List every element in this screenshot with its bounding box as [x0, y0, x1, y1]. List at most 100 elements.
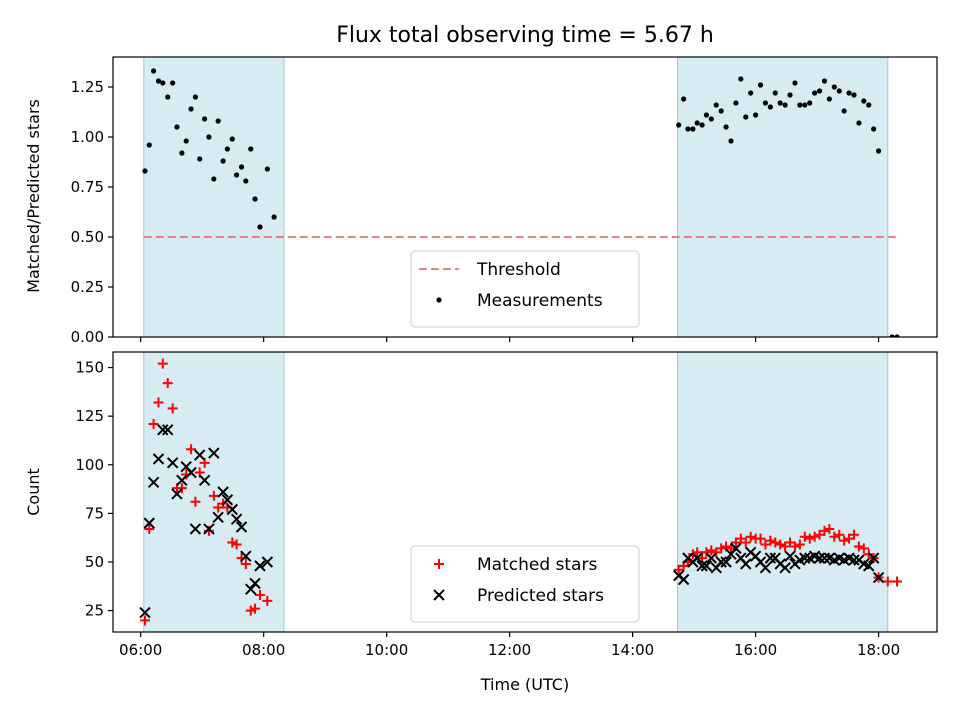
matched-stars-point — [809, 531, 820, 542]
y-tick-label: 0.25 — [71, 278, 104, 296]
matched-stars-point — [153, 397, 164, 408]
matched-stars-point — [804, 533, 815, 544]
measurements-point — [723, 124, 729, 130]
predicted-stars-point — [867, 552, 880, 564]
y-tick-label: 0.50 — [71, 228, 104, 246]
matched-stars-point — [162, 378, 173, 389]
matched-stars-point — [157, 358, 168, 369]
measurements-point — [836, 88, 842, 94]
y-tick-label: 75 — [85, 504, 104, 522]
matched-stars-point — [139, 615, 150, 626]
measurements-point — [202, 116, 208, 122]
measurements-point — [748, 90, 754, 96]
measurements-point — [690, 126, 696, 132]
measurements-point — [713, 102, 719, 108]
predicted-stars-point — [677, 573, 690, 586]
measurements-point — [846, 90, 852, 96]
measurements-point — [797, 102, 803, 108]
measurements-point — [224, 146, 230, 152]
matched-stars-point — [829, 531, 840, 542]
y-tick-label: 1.00 — [71, 128, 104, 146]
x-tick-label: 10:00 — [365, 641, 408, 659]
measurements-point — [165, 94, 171, 100]
matched-stars-point — [765, 535, 776, 546]
x-tick-label: 08:00 — [242, 641, 285, 659]
matched-stars-point — [254, 590, 265, 601]
measurements-point — [767, 104, 773, 110]
measurements-point — [229, 136, 235, 142]
predicted-stars-point — [848, 554, 860, 566]
measurements-point — [787, 92, 793, 98]
matched-stars-point — [208, 490, 219, 501]
matched-stars-point — [250, 603, 261, 614]
predicted-stars-point — [185, 466, 197, 479]
x-tick-label: 06:00 — [119, 641, 162, 659]
legend-label: Threshold — [476, 260, 561, 280]
chart-title: Flux total observing time = 5.67 h — [336, 23, 714, 48]
measurements-point — [762, 100, 769, 106]
predicted-stars-point — [240, 550, 252, 562]
matched-stars-point — [745, 531, 756, 542]
measurements-point — [841, 108, 847, 114]
measurements-point — [816, 88, 823, 94]
measurements-point — [856, 120, 862, 126]
x-tick-label: 16:00 — [734, 641, 777, 659]
matched-stars-point — [834, 529, 845, 540]
predicted-stars-point — [193, 449, 206, 461]
measurements-point — [206, 134, 212, 140]
measurements-point — [802, 102, 808, 108]
matched-stars-point — [789, 541, 800, 552]
matched-stars-point — [892, 576, 903, 587]
y-tick-label: 25 — [85, 602, 104, 620]
y-tick-label: 0.75 — [71, 178, 104, 196]
matched-stars-point — [231, 539, 242, 550]
measurements-point — [875, 148, 882, 154]
predicted-stars-point — [730, 542, 742, 555]
legend-label: Measurements — [477, 291, 603, 311]
measurements-point — [807, 100, 813, 106]
matched-stars-point — [144, 523, 155, 534]
measurements-point — [160, 80, 166, 86]
predicted-stars-point — [872, 571, 885, 584]
measurements-point — [183, 138, 189, 144]
y-tick-label: 150 — [75, 359, 104, 377]
measurements-point — [743, 114, 749, 120]
matched-stars-point — [848, 529, 859, 540]
measurements-point — [792, 80, 798, 86]
matched-stars-point — [799, 531, 810, 542]
measurements-point — [733, 100, 739, 106]
measurements-point — [821, 78, 828, 84]
predicted-stars-point — [764, 552, 777, 564]
measurements-point — [777, 100, 783, 106]
legend-box — [410, 250, 640, 328]
predicted-stars-point — [230, 513, 243, 525]
legend-label: Matched stars — [477, 555, 597, 575]
y-axis-label-bottom: Count — [24, 468, 43, 516]
observing-window-band — [677, 57, 889, 337]
predicted-stars-point — [152, 453, 165, 465]
measurements-point — [894, 334, 900, 337]
predicted-stars-point — [221, 494, 234, 506]
predicted-stars-point — [784, 550, 796, 562]
matched-stars-point — [262, 595, 273, 606]
matched-stars-point — [706, 545, 717, 556]
predicted-stars-point — [799, 552, 811, 564]
measurements-point — [708, 116, 714, 122]
matched-stars-point — [824, 523, 835, 534]
measurements-point — [812, 90, 818, 96]
measurements-point — [174, 124, 180, 130]
predicted-stars-point — [139, 606, 151, 619]
measurements-point — [170, 80, 176, 86]
measurements-point — [699, 122, 705, 128]
measurements-point — [179, 150, 185, 156]
measurements-point — [866, 102, 872, 108]
measurements-point — [197, 156, 203, 162]
measurements-point — [685, 126, 691, 132]
measurements-point — [851, 92, 857, 98]
legend-marker — [433, 589, 445, 601]
measurements-point — [243, 178, 249, 184]
predicted-stars-point — [162, 424, 174, 436]
matched-stars-point — [853, 541, 864, 552]
predicted-stars-point — [700, 560, 713, 572]
